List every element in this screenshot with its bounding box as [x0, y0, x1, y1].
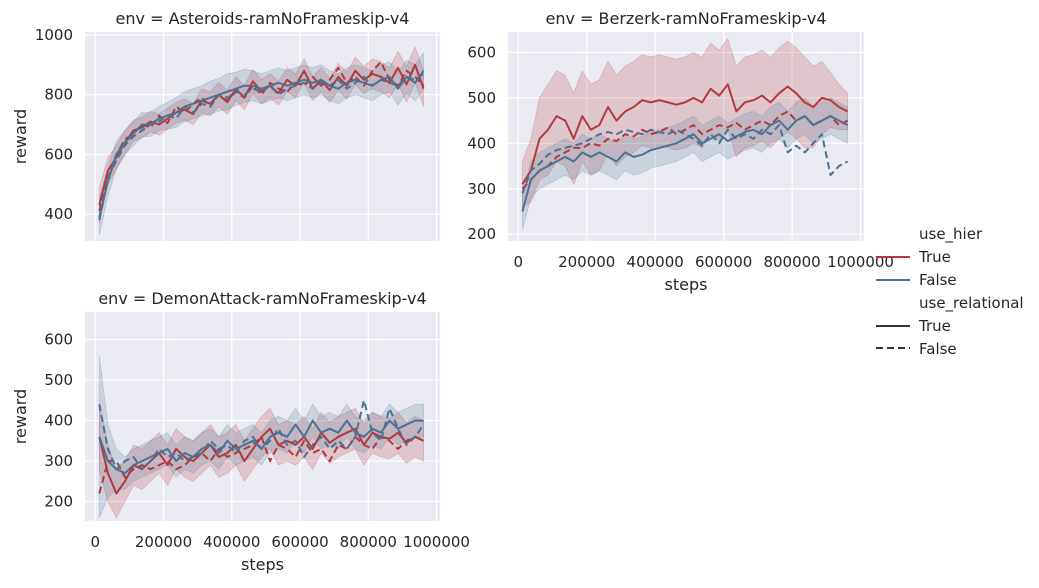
y-tick-label: 1000 — [35, 26, 73, 44]
x-axis-label: steps — [665, 275, 708, 294]
y-tick-label: 200 — [44, 493, 73, 511]
x-tick-label: 0 — [90, 533, 100, 551]
panel-2: 200 300 400 500 600 0 200000 400000 600000 800000… — [467, 9, 894, 294]
x-tick-label: 200000 — [135, 533, 192, 551]
x-tick-label: 600000 — [271, 533, 328, 551]
y-tick-label: 400 — [44, 412, 73, 430]
legend-label-rel-true: True — [918, 317, 951, 335]
legend: use_hier True False use_relational True … — [876, 225, 1024, 358]
panel-3: 200 300 400 500 600 0 200000 400000 600000 800000… — [11, 289, 470, 574]
series-line-hier-false-rel-false — [521, 124, 849, 194]
panel-title: env = Asteroids-ramNoFrameskip-v4 — [116, 9, 410, 28]
legend-label-rel-false: False — [919, 340, 957, 358]
y-tick-label: 600 — [44, 145, 73, 163]
y-tick-label: 600 — [44, 331, 73, 349]
series-line-hier-true-rel-false — [521, 110, 849, 190]
series-line-hier-false-rel-false — [98, 399, 425, 471]
series-line-hier-false-rel-false — [98, 72, 425, 221]
series-line-hier-false-rel-true — [521, 115, 849, 212]
x-tick-label: 200000 — [558, 253, 615, 271]
y-axis-label: reward — [11, 109, 30, 164]
series-line-hier-true-rel-true — [98, 427, 425, 495]
plot-area — [85, 32, 440, 241]
series-line-hier-true-rel-true — [521, 83, 849, 185]
x-tick-label: 600000 — [695, 253, 752, 271]
y-tick-label: 600 — [467, 43, 496, 61]
plot-area — [508, 32, 864, 241]
confidence-band-hier-true-rel-true — [98, 45, 424, 224]
y-axis-label: reward — [11, 389, 30, 444]
panel-title: env = Berzerk-ramNoFrameskip-v4 — [545, 9, 826, 28]
y-tick-label: 300 — [44, 452, 73, 470]
plot-area — [85, 312, 440, 521]
x-tick-label: 400000 — [203, 533, 260, 551]
legend-label-hier-false: False — [919, 271, 957, 289]
x-tick-label: 0 — [513, 253, 523, 271]
series-group — [98, 355, 425, 519]
legend-title-use-hier: use_hier — [919, 225, 983, 244]
x-tick-label: 800000 — [340, 533, 397, 551]
legend-label-hier-true: True — [918, 248, 951, 266]
x-tick-label: 1000000 — [827, 253, 894, 271]
confidence-band-hier-true-rel-true — [98, 404, 424, 519]
x-axis-label: steps — [241, 555, 284, 574]
series-group — [98, 45, 425, 236]
series-line-hier-true-rel-false — [98, 435, 425, 494]
y-tick-label: 500 — [467, 89, 496, 107]
x-tick-label: 1000000 — [403, 533, 470, 551]
y-tick-label: 500 — [44, 371, 73, 389]
panel-1: 400 600 800 1000 env = Asteroids-ramNoFrames… — [11, 9, 440, 241]
confidence-band-hier-true-rel-true — [522, 37, 848, 208]
y-tick-label: 800 — [44, 86, 73, 104]
legend-title-use-relational: use_relational — [919, 294, 1024, 313]
series-group — [521, 37, 849, 230]
x-tick-label: 800000 — [763, 253, 820, 271]
y-tick-label: 400 — [467, 134, 496, 152]
panel-title: env = DemonAttack-ramNoFrameskip-v4 — [98, 289, 426, 308]
y-tick-label: 300 — [467, 180, 496, 198]
y-tick-label: 400 — [44, 205, 73, 223]
y-tick-label: 200 — [467, 225, 496, 243]
x-tick-label: 400000 — [627, 253, 684, 271]
